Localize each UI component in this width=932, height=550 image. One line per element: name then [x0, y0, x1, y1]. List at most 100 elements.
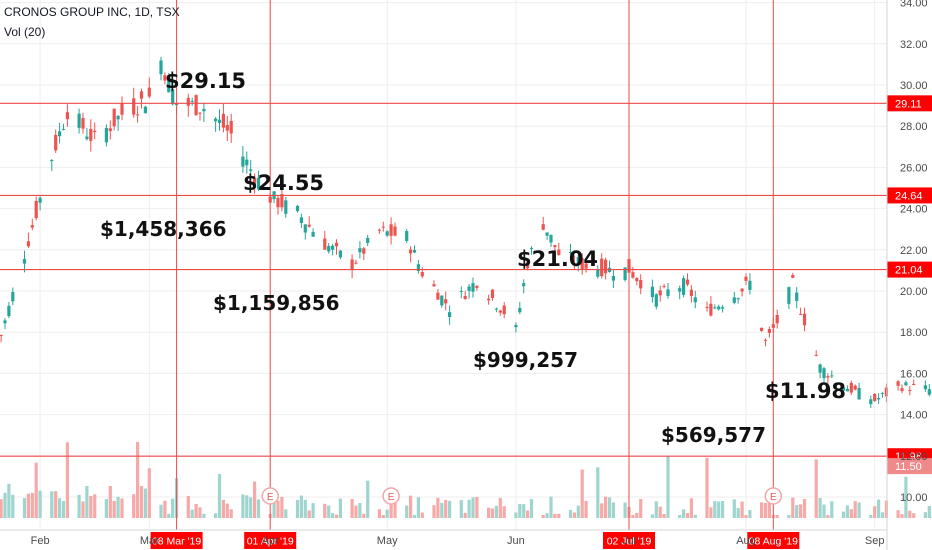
volume-bar	[873, 506, 877, 518]
volume-bar	[880, 512, 885, 518]
candle-body	[104, 128, 108, 143]
candle-body	[841, 387, 846, 391]
volume-bar	[744, 515, 748, 518]
volume-bar	[405, 505, 409, 518]
volume-bar	[877, 499, 881, 518]
volume-bar	[276, 500, 280, 518]
volume-bar	[471, 497, 475, 518]
volume-annotation: $999,257	[473, 348, 578, 372]
candle-body	[385, 231, 389, 236]
candle-body	[471, 283, 475, 292]
volume-bar	[112, 500, 116, 518]
date-badge-label: 08 Mar '19	[152, 536, 201, 548]
candle-body	[377, 229, 381, 231]
candle-body	[518, 307, 522, 313]
current-price-label: 11.50	[895, 461, 922, 473]
candle-body	[65, 112, 69, 120]
candle-body	[389, 224, 393, 236]
price-axis-tick: 28.00	[900, 121, 928, 133]
candle-body	[214, 118, 218, 122]
volume-bar	[639, 498, 643, 518]
volume-bar	[490, 508, 495, 518]
candle-body	[822, 368, 826, 379]
volume-indicator-label[interactable]: Vol (20)	[4, 25, 46, 39]
volume-bar	[202, 513, 206, 518]
volume-bar	[763, 502, 768, 518]
volume-bar	[93, 494, 97, 518]
date-badge	[244, 532, 297, 549]
price-axis-tick: 30.00	[900, 80, 928, 92]
volume-bar	[54, 491, 58, 518]
volume-bar	[136, 441, 140, 518]
volume-bar	[253, 481, 257, 518]
volume-bar	[682, 509, 686, 518]
earnings-marker-label: E	[770, 492, 777, 503]
price-tag-label: 24.64	[895, 190, 923, 202]
candle-body	[498, 310, 502, 313]
volume-bar	[857, 502, 861, 518]
volume-bar	[845, 505, 849, 518]
candle-body	[405, 231, 409, 241]
volume-bar	[303, 499, 307, 518]
candle-body	[623, 267, 627, 281]
volume-bar	[545, 513, 549, 518]
volume-bar	[389, 498, 393, 518]
candle-body	[350, 259, 354, 270]
volume-bar	[77, 494, 81, 518]
candle-body	[38, 197, 42, 203]
candle-body	[61, 129, 66, 131]
candle-body	[900, 388, 904, 392]
volume-bar	[709, 507, 713, 518]
date-badge-label: 02 Jul '19	[607, 536, 652, 548]
volume-bar	[459, 500, 463, 518]
date-badge-label: 08 Aug '19	[749, 536, 798, 548]
volume-bar	[409, 495, 413, 518]
candle-body	[147, 87, 151, 97]
volume-bar	[693, 514, 697, 518]
volume-bar	[416, 497, 420, 518]
candle-body	[163, 75, 167, 81]
time-axis-tick: Feb	[31, 535, 50, 547]
candle-body	[853, 385, 857, 390]
volume-bar	[685, 512, 690, 518]
candle-body	[159, 60, 163, 75]
price-axis-tick: 24.00	[900, 204, 928, 216]
volume-bar	[658, 506, 662, 518]
candle-body	[689, 289, 693, 296]
candle-body	[791, 275, 795, 278]
candle-body	[323, 238, 327, 250]
volume-bar	[822, 504, 826, 518]
volume-bar	[163, 500, 167, 518]
vertical-markers: 08 Mar '19 01 Apr '19 02 Jul '19 08 Aug '19…	[150, 0, 800, 549]
candle-body	[529, 247, 534, 249]
volume-bar	[217, 474, 222, 518]
candle-body	[311, 231, 315, 237]
candle-body	[487, 298, 491, 301]
candle-body	[202, 108, 206, 112]
time-axis-tick: Jul	[622, 535, 636, 547]
volume-bar	[295, 499, 300, 518]
candle-body	[760, 327, 764, 331]
volume-bar	[171, 498, 175, 518]
volume-bar	[34, 462, 38, 518]
candle-body	[116, 115, 120, 120]
volume-bar	[494, 505, 498, 518]
volume-bar	[623, 502, 627, 518]
volume-bar	[381, 514, 385, 518]
volume-bar	[572, 512, 576, 518]
volume-bar	[327, 505, 331, 518]
candle-body	[639, 280, 643, 289]
volume-bar	[436, 497, 440, 518]
volume-bar	[38, 490, 42, 518]
volume-bar	[249, 497, 253, 518]
volume-bar	[132, 494, 136, 518]
candle-body	[572, 263, 576, 265]
candle-body	[795, 292, 799, 301]
annotations: $29.15 $24.55 $21.04 $11.98 $1,458,366 $1,159…	[100, 69, 846, 447]
candle-body	[459, 291, 463, 293]
candle-body	[77, 113, 81, 128]
candle-body	[416, 264, 420, 272]
volume-bar	[7, 483, 11, 518]
